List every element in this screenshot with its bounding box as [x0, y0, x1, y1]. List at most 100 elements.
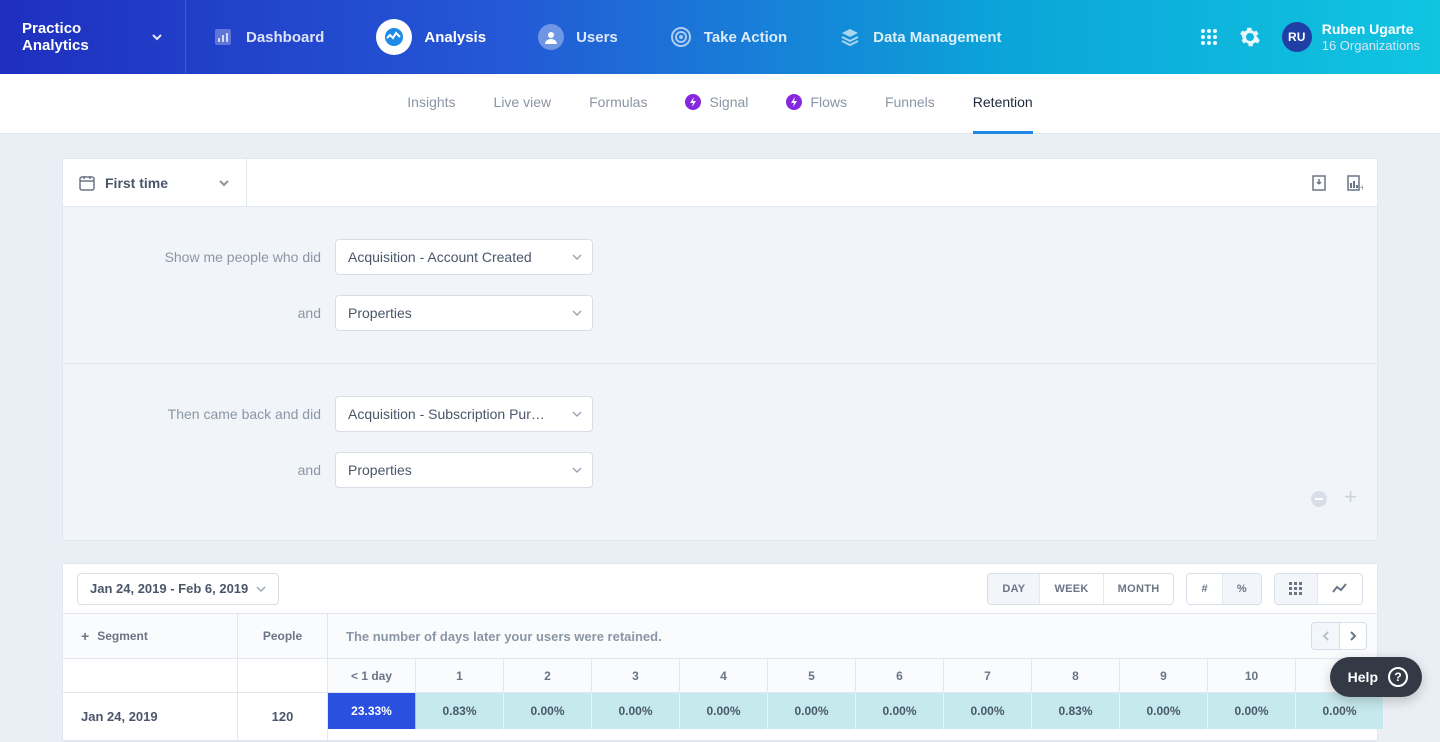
nav-label: Analysis	[424, 29, 486, 46]
retention-column-header: 1	[416, 659, 504, 693]
help-icon: ?	[1388, 667, 1408, 687]
retention-results-card: Jan 24, 2019 - Feb 6, 2019 DAYWEEKMONTH …	[62, 563, 1378, 742]
filter-label: and	[111, 305, 321, 321]
retention-cell[interactable]: 0.00%	[592, 693, 680, 729]
retention-column-header: 6	[856, 659, 944, 693]
dashboard-icon	[212, 26, 234, 48]
filter-label: Show me people who did	[111, 249, 321, 265]
nav-label: Users	[576, 29, 618, 46]
retention-column-header: 7	[944, 659, 1032, 693]
retention-cell[interactable]: 0.00%	[1120, 693, 1208, 729]
nav-label: Dashboard	[246, 29, 324, 46]
users-icon	[538, 24, 564, 50]
granularity-day[interactable]: DAY	[988, 574, 1040, 604]
mode-label: First time	[105, 175, 168, 191]
retention-cell[interactable]: 0.00%	[680, 693, 768, 729]
add-segment-button[interactable]: + Segment	[63, 614, 238, 658]
svg-text:+: +	[1360, 183, 1363, 191]
user-org: 16 Organizations	[1322, 38, 1420, 54]
retention-mode-selector[interactable]: First time	[77, 169, 232, 197]
download-icon[interactable]	[1311, 175, 1327, 191]
retention-column-header: 3	[592, 659, 680, 693]
bolt-icon	[786, 94, 802, 110]
format-percent[interactable]: %	[1223, 574, 1261, 604]
line-view-button[interactable]	[1318, 574, 1362, 604]
return-properties-select[interactable]: Properties	[335, 452, 593, 488]
target-icon	[670, 26, 692, 48]
retention-cell[interactable]: 23.33%	[328, 693, 416, 729]
chevron-down-icon	[572, 252, 582, 262]
retention-column-header: 8	[1032, 659, 1120, 693]
filter-label: Then came back and did	[111, 406, 321, 422]
subnav-tab-retention[interactable]: Retention	[973, 74, 1033, 134]
settings-icon[interactable]	[1240, 27, 1260, 47]
analysis-icon	[376, 19, 412, 55]
subnav-tab-funnels[interactable]: Funnels	[885, 74, 935, 134]
user-name: Ruben Ugarte	[1322, 21, 1420, 38]
first-properties-select[interactable]: Properties	[335, 295, 593, 331]
retention-cell[interactable]: 0.00%	[856, 693, 944, 729]
view-toggle	[1274, 573, 1363, 605]
chevron-down-icon	[572, 409, 582, 419]
apps-icon[interactable]	[1200, 28, 1218, 46]
nav-take-action[interactable]: Take Action	[644, 0, 813, 74]
nav-users[interactable]: Users	[512, 0, 644, 74]
granularity-month[interactable]: MONTH	[1104, 574, 1174, 604]
retention-query-card: First time + Show me people who did Acqu…	[62, 158, 1378, 541]
grid-view-button[interactable]	[1275, 574, 1318, 604]
subnav-tab-flows[interactable]: Flows	[786, 74, 847, 134]
retention-column-header: 9	[1120, 659, 1208, 693]
granularity-week[interactable]: WEEK	[1040, 574, 1103, 604]
filter-label: and	[111, 462, 321, 478]
page-next-button[interactable]	[1339, 622, 1367, 650]
save-report-icon[interactable]: +	[1347, 175, 1363, 191]
remove-step-icon[interactable]	[1310, 490, 1328, 508]
subnav-tab-insights[interactable]: Insights	[407, 74, 455, 134]
format-number[interactable]: #	[1187, 574, 1222, 604]
brand-menu[interactable]: Practico Analytics	[0, 0, 186, 74]
return-event-select[interactable]: Acquisition - Subscription Pur…	[335, 396, 593, 432]
retention-cell[interactable]: 0.00%	[1296, 693, 1384, 729]
nav-analysis[interactable]: Analysis	[350, 0, 512, 74]
avatar: RU	[1282, 22, 1312, 52]
layers-icon	[839, 26, 861, 48]
retention-cell[interactable]: 0.00%	[1208, 693, 1296, 729]
subnav-tab-live-view[interactable]: Live view	[494, 74, 552, 134]
page-prev-button	[1311, 622, 1339, 650]
retention-banner: The number of days later your users were…	[328, 614, 1377, 658]
retention-cell[interactable]: 0.83%	[416, 693, 504, 729]
calendar-icon	[79, 175, 95, 191]
nav-data-management[interactable]: Data Management	[813, 0, 1027, 74]
nav-label: Data Management	[873, 29, 1001, 46]
retention-cell[interactable]: 0.00%	[768, 693, 856, 729]
retention-column-header: 10	[1208, 659, 1296, 693]
analysis-subnav: Insights Live view Formulas Signal Flows Funn…	[0, 74, 1440, 134]
retention-cell[interactable]: 0.00%	[504, 693, 592, 729]
add-step-icon[interactable]: +	[1344, 490, 1357, 508]
retention-column-header: 4	[680, 659, 768, 693]
main-nav: Dashboard Analysis Users Take Action Dat…	[186, 0, 1028, 74]
subnav-tab-formulas[interactable]: Formulas	[589, 74, 647, 134]
retention-cell[interactable]: 0.00%	[944, 693, 1032, 729]
user-menu[interactable]: RU Ruben Ugarte 16 Organizations	[1282, 21, 1420, 53]
nav-dashboard[interactable]: Dashboard	[186, 0, 350, 74]
nav-label: Take Action	[704, 29, 787, 46]
date-range-picker[interactable]: Jan 24, 2019 - Feb 6, 2019	[77, 573, 279, 605]
chevron-down-icon	[572, 308, 582, 318]
first-event-select[interactable]: Acquisition - Account Created	[335, 239, 593, 275]
chevron-down-icon	[218, 177, 230, 189]
retention-column-header: < 1 day	[328, 659, 416, 693]
bolt-icon	[685, 94, 701, 110]
subnav-tab-signal[interactable]: Signal	[685, 74, 748, 134]
brand-name: Practico Analytics	[22, 20, 141, 54]
retention-cell[interactable]: 0.83%	[1032, 693, 1120, 729]
help-button[interactable]: Help ?	[1330, 657, 1422, 697]
granularity-toggle: DAYWEEKMONTH	[987, 573, 1174, 605]
chevron-down-icon	[572, 465, 582, 475]
chevron-down-icon	[151, 31, 163, 43]
people-column-header: People	[238, 614, 328, 658]
avatar-initials: RU	[1288, 30, 1305, 44]
retention-column-header: 5	[768, 659, 856, 693]
format-toggle: #%	[1186, 573, 1262, 605]
retention-column-header: 2	[504, 659, 592, 693]
